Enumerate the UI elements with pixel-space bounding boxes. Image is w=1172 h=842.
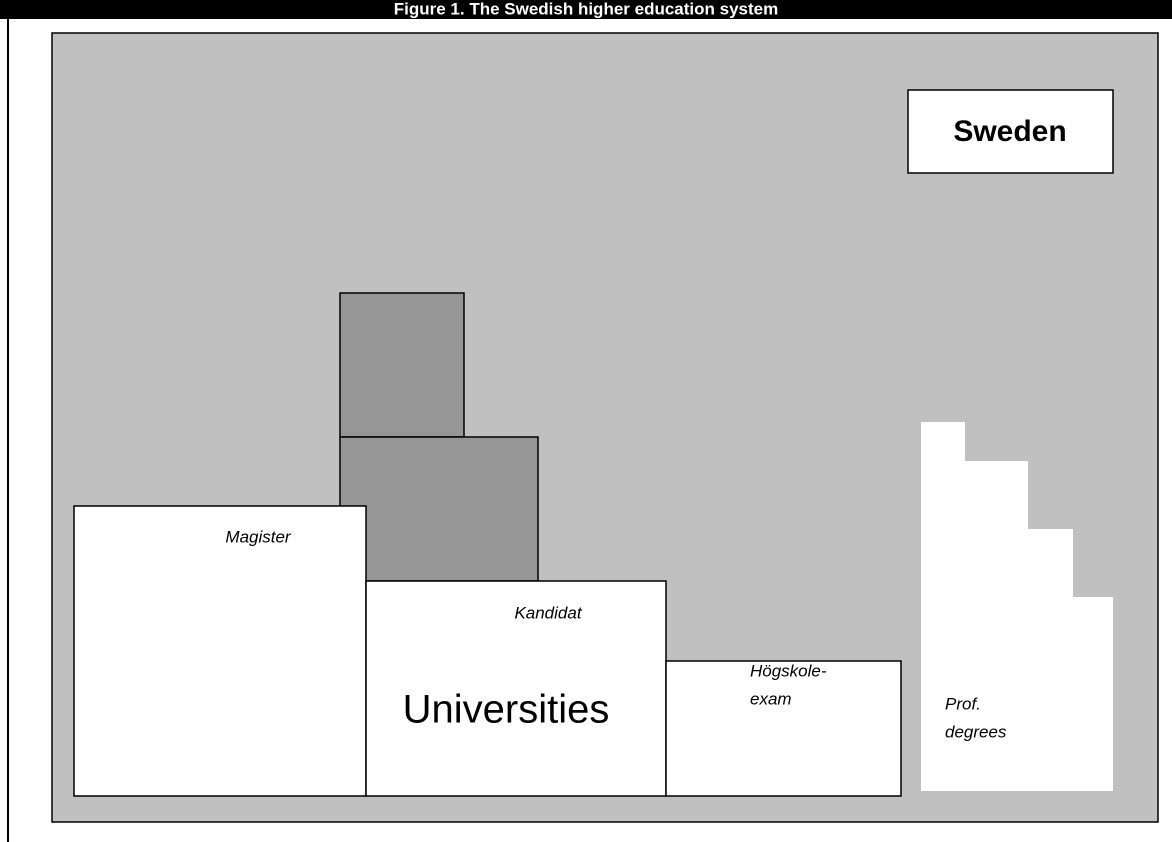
hogskole-label: exam bbox=[750, 689, 792, 708]
hogskole-label: Högskole- bbox=[750, 661, 827, 680]
header-bar bbox=[0, 0, 1172, 19]
magister-block bbox=[73, 505, 367, 797]
country-box bbox=[907, 89, 1114, 174]
licentiate-block bbox=[339, 436, 539, 582]
hogskole-block bbox=[665, 660, 902, 797]
main-label: Universities bbox=[403, 688, 610, 732]
prof-staircase bbox=[921, 422, 1113, 791]
prof-label: degrees bbox=[945, 722, 1007, 741]
doctoral-block bbox=[339, 292, 465, 438]
figure-title: Figure 1. The Swedish higher education s… bbox=[394, 0, 778, 18]
level-label: Kandidat bbox=[514, 603, 582, 622]
level-label: Magister bbox=[225, 527, 292, 546]
kandidat-block bbox=[365, 580, 667, 797]
prof-label: Prof. bbox=[945, 694, 981, 713]
country-label: Sweden bbox=[953, 115, 1066, 148]
